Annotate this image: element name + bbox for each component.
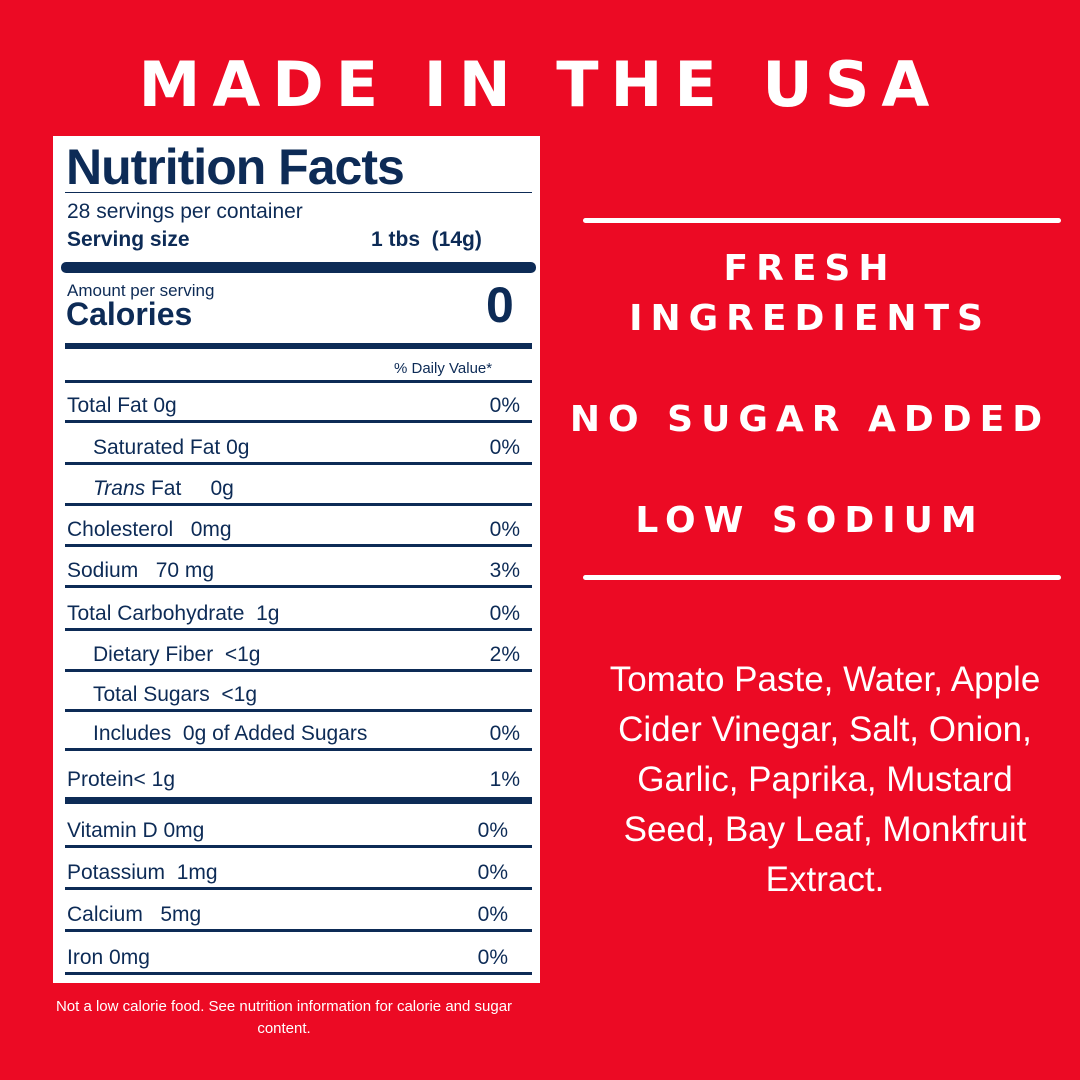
nutrient-name: Cholesterol 0mg <box>67 518 232 541</box>
nutrient-name: Sodium 70 mg <box>67 559 215 582</box>
ingredients-list: Tomato Paste, Water, Apple Cider Vinegar… <box>609 660 1041 899</box>
nutrient-name: Includes 0g of Added Sugars <box>93 722 368 745</box>
claim-fresh-line1: FRESH <box>723 248 897 289</box>
nutrient-row: Protein< 1g 1% <box>65 754 532 794</box>
nutrient-row: Total Carbohydrate 1g 0% <box>65 591 532 631</box>
nutrient-dv: 0% <box>477 903 508 926</box>
nutrient-name: Iron 0mg <box>67 946 150 969</box>
nutrient-dv: 0% <box>477 819 508 842</box>
vitamins-rule <box>65 797 532 804</box>
headline: MADE IN THE USA <box>138 48 942 121</box>
nutrient-name: Total Fat 0g <box>67 394 177 417</box>
nutrient-name: Dietary Fiber <1g <box>93 643 261 666</box>
footnote: Not a low calorie food. See nutrition in… <box>55 998 513 1037</box>
nutrient-row: Includes 0g of Added Sugars 0% <box>65 711 532 751</box>
amount-per-serving: Amount per serving <box>67 281 215 300</box>
thick-rule <box>61 262 536 273</box>
nutrient-name: Protein< 1g <box>67 768 175 791</box>
nutrient-row: Total Fat 0g 0% <box>65 383 532 423</box>
divider-top <box>583 218 1061 223</box>
nutrient-row: Cholesterol 0mg 0% <box>65 507 532 547</box>
nutrient-dv: 3% <box>489 559 520 582</box>
claim-no-sugar: NO SUGAR ADDED <box>569 399 1051 440</box>
nutrient-name: Potassium 1mg <box>67 861 218 884</box>
servings-per-container: 28 servings per container <box>67 200 303 223</box>
dv-rule <box>65 380 532 383</box>
nutrition-title: Nutrition Facts <box>66 139 405 195</box>
nutrient-name: Saturated Fat 0g <box>93 436 250 459</box>
nutrient-name: Vitamin D 0mg <box>67 819 205 842</box>
nutrient-dv: 0% <box>477 861 508 884</box>
nutrient-row: Trans Fat 0g <box>65 466 532 506</box>
claim-low-sodium: LOW SODIUM <box>635 500 985 541</box>
nutrient-row: Iron 0mg 0% <box>65 935 532 975</box>
nutrient-row: Potassium 1mg 0% <box>65 850 532 890</box>
nutrient-dv: 0% <box>477 946 508 969</box>
nutrient-name: Trans Fat 0g <box>93 477 234 500</box>
serving-size-value: 1 tbs (14g) <box>371 228 482 251</box>
nutrient-name: Total Sugars <1g <box>93 683 258 706</box>
nutrient-row: Saturated Fat 0g 0% <box>65 425 532 465</box>
serving-size-label: Serving size <box>67 228 190 251</box>
divider-bottom <box>583 575 1061 580</box>
title-rule <box>65 192 532 193</box>
calories-label: Calories <box>66 296 193 332</box>
nutrient-row: Vitamin D 0mg 0% <box>65 808 532 848</box>
calories-value: 0 <box>486 277 514 333</box>
medium-rule <box>65 343 532 349</box>
nutrient-row: Calcium 5mg 0% <box>65 892 532 932</box>
nutrient-row: Total Sugars <1g <box>65 672 532 712</box>
nutrient-dv: 1% <box>489 768 520 791</box>
nutrient-dv: 0% <box>489 602 520 625</box>
nutrient-row: Dietary Fiber <1g 2% <box>65 632 532 672</box>
claim-fresh-line2: INGREDIENTS <box>629 298 991 339</box>
nutrient-name: Total Carbohydrate 1g <box>67 602 280 625</box>
nutrient-dv: 0% <box>489 394 520 417</box>
nutrient-dv: 0% <box>489 518 520 541</box>
nutrient-dv: 0% <box>489 436 520 459</box>
daily-value-header: % Daily Value* <box>394 360 493 377</box>
nutrition-facts-label: Nutrition Facts 28 servings per containe… <box>53 136 540 983</box>
nutrient-name: Calcium 5mg <box>67 903 202 926</box>
nutrient-dv: 2% <box>489 643 520 666</box>
nutrient-dv: 0% <box>489 722 520 745</box>
nutrient-row: Sodium 70 mg 3% <box>65 548 532 588</box>
